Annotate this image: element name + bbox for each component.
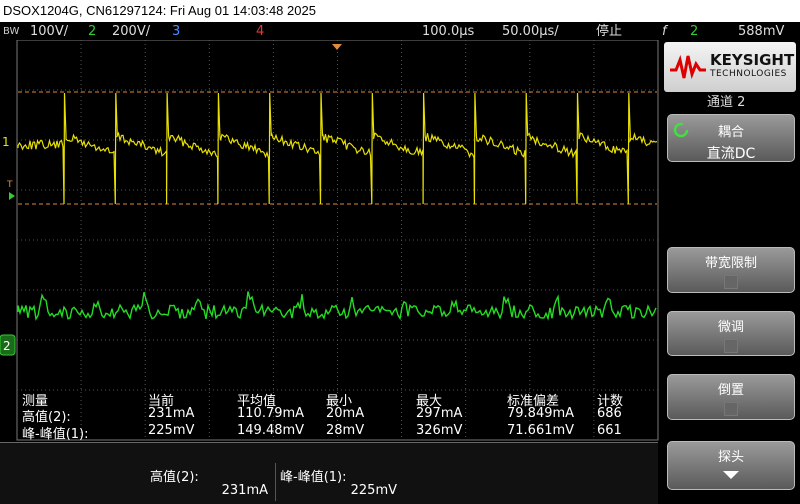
- column-header: 测量: [22, 394, 49, 409]
- column-header: 平均值: [237, 394, 277, 409]
- button-label: 带宽限制: [704, 256, 757, 271]
- ch2-trace: [17, 291, 657, 321]
- invert-button[interactable]: 倒置: [667, 374, 795, 420]
- trigger-marker: T: [6, 180, 13, 190]
- fine-button[interactable]: 微调: [667, 311, 795, 356]
- measurement-cell: 225mV: [148, 423, 195, 438]
- measurement-cell: 峰-峰值(1):: [22, 427, 89, 442]
- waveform-display: 1 T 2: [0, 40, 659, 441]
- time-delay[interactable]: 100.0µs: [422, 24, 475, 39]
- measurement-cell: 297mA: [416, 406, 463, 421]
- measurement-cell: 79.849mA: [507, 406, 575, 421]
- menu-heading: 通道 2: [707, 95, 746, 110]
- ch1-trace: [17, 92, 658, 205]
- ch2-label[interactable]: 2: [88, 24, 97, 39]
- time-scale[interactable]: 50.00µs/: [502, 24, 559, 39]
- brand-sub: TECHNOLOGIES: [710, 69, 787, 79]
- measurement-cell: 231mA: [148, 406, 195, 421]
- column-header: 最小: [326, 394, 353, 409]
- ch1-marker: 1: [2, 135, 10, 149]
- button-label: 耦合: [717, 125, 744, 140]
- trigger-channel[interactable]: 2: [690, 24, 699, 39]
- run-state[interactable]: 停止: [596, 24, 623, 39]
- logo-wave: [670, 54, 706, 80]
- summary-value: 225mV: [350, 483, 397, 498]
- summary-label: 峰-峰值(1):: [280, 470, 347, 485]
- bw-limit-button[interactable]: 带宽限制: [667, 247, 795, 293]
- trigger-icon: f: [662, 24, 667, 39]
- title-bar: DSOX1204G, CN61297124: Fri Aug 01 14:03:…: [0, 0, 800, 22]
- trigger-level[interactable]: 588mV: [738, 24, 785, 39]
- title: DSOX1204G, CN61297124: Fri Aug 01 14:03:…: [3, 3, 316, 18]
- measurement-cell: 高值(2):: [22, 410, 71, 425]
- measurement-cell: 28mV: [326, 423, 365, 438]
- logo: KEYSIGHT TECHNOLOGIES: [664, 42, 796, 92]
- button-label: 倒置: [717, 383, 744, 398]
- measurement-cell: 661: [597, 423, 622, 438]
- ch1-scale[interactable]: 100V/: [30, 24, 69, 39]
- column-header: 最大: [416, 394, 443, 409]
- measurement-cell: 71.661mV: [507, 423, 575, 438]
- button-value: 直流DC: [706, 146, 756, 162]
- rotate-icon: [673, 122, 689, 138]
- button-label: 探头: [717, 450, 744, 465]
- measurement-cell: 686: [597, 406, 622, 421]
- down-arrow: [723, 471, 739, 479]
- ch2-marker-box: [0, 334, 16, 356]
- summary-value: 231mA: [221, 483, 268, 498]
- brand: KEYSIGHT: [710, 51, 795, 69]
- graticule: [17, 40, 658, 440]
- measurement-cell: 149.48mV: [237, 423, 305, 438]
- column-header: 当前: [148, 394, 175, 409]
- checkbox: [724, 339, 738, 353]
- column-header: 计数: [597, 394, 624, 409]
- bw-flag: BW: [3, 26, 20, 37]
- measurement-cell: 110.79mA: [237, 406, 305, 421]
- divider: [275, 463, 276, 501]
- trigger-position: [332, 44, 342, 50]
- trigger-arrow: [9, 192, 15, 200]
- probe-button[interactable]: 探头: [667, 441, 795, 490]
- ch3-label[interactable]: 3: [172, 24, 181, 39]
- summary-bar: [0, 442, 658, 504]
- checkbox: [724, 402, 738, 416]
- measurement-cell: 20mA: [326, 406, 365, 421]
- button-label: 微调: [717, 320, 744, 335]
- summary-label: 高值(2):: [150, 470, 199, 485]
- coupling-button[interactable]: 耦合 直流DC: [667, 114, 795, 162]
- column-header: 标准偏差: [507, 394, 560, 409]
- checkbox: [724, 275, 738, 289]
- ch2-scale[interactable]: 200V/: [112, 24, 151, 39]
- ch2-marker: 2: [3, 339, 11, 353]
- ch4-label[interactable]: 4: [256, 24, 265, 39]
- measurement-cell: 326mV: [416, 423, 463, 438]
